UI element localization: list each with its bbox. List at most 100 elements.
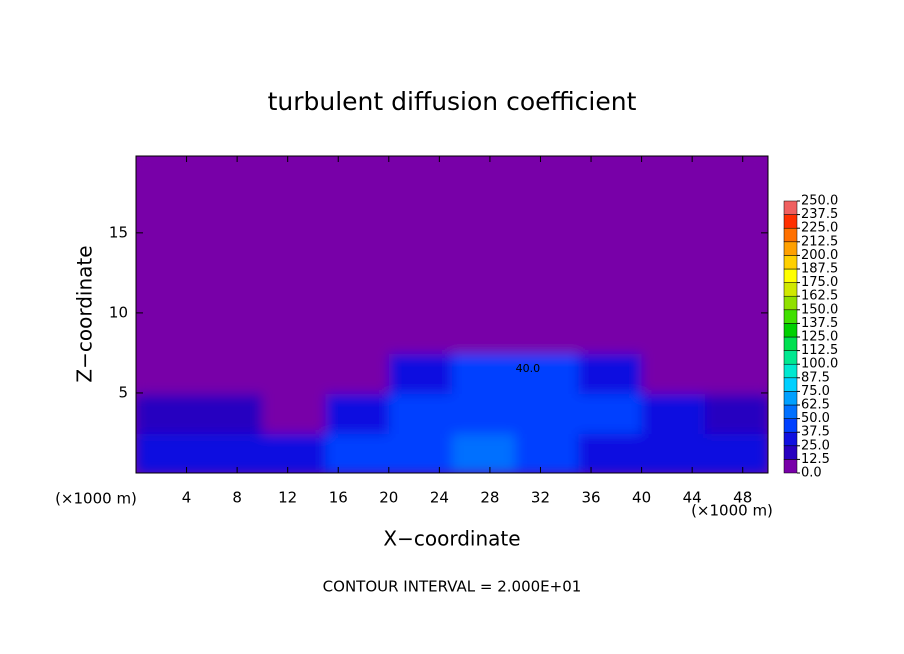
field-cell: [515, 352, 580, 394]
colorbar-swatch: [783, 241, 798, 256]
field-cell: [262, 392, 327, 434]
field-cell: [578, 156, 643, 194]
footnote: CONTOUR INTERVAL = 2.000E+01: [323, 578, 582, 596]
field-cell: [199, 232, 264, 274]
x-tick-label: 20: [379, 489, 398, 507]
colorbar-swatch: [783, 200, 798, 215]
field-cell: [578, 192, 643, 234]
field-cell: [325, 392, 390, 434]
field-cell: [704, 312, 768, 354]
field: [136, 156, 768, 473]
field-cell: [199, 352, 264, 394]
x-tick-label: 32: [531, 489, 550, 507]
x-tick-label: 44: [683, 489, 702, 507]
colorbar-label: 225.0: [801, 221, 838, 236]
chart-title: turbulent diffusion coefficient: [268, 87, 637, 116]
colorbar-swatch: [783, 391, 798, 406]
field-cell: [641, 232, 706, 274]
colorbar-label: 25.0: [801, 438, 830, 453]
field-cell: [136, 192, 201, 234]
y-tick-label: 5: [118, 383, 128, 401]
colorbar-label: 212.5: [801, 234, 838, 249]
field-cell: [136, 352, 201, 394]
colorbar-swatch: [783, 309, 798, 324]
x-tick-label: 4: [182, 489, 192, 507]
colorbar-swatch: [783, 445, 798, 460]
field-cell: [388, 156, 453, 194]
field-cell: [452, 392, 517, 434]
field-cell: [262, 232, 327, 274]
x-unit: (×1000 m): [55, 490, 137, 508]
field-cell: [199, 432, 264, 473]
field-cell: [578, 312, 643, 354]
colorbar-label: 250.0: [801, 194, 838, 209]
x-unit: (×1000 m): [691, 502, 773, 520]
field-cell: [388, 272, 453, 314]
colorbar-label: 150.0: [801, 302, 838, 317]
x-tick-label: 28: [480, 489, 499, 507]
field-cell: [136, 432, 201, 473]
field-cell: [262, 312, 327, 354]
x-tick-label: 48: [733, 489, 752, 507]
y-axis-label: Z−coordinate: [73, 245, 97, 382]
field-cell: [704, 392, 768, 434]
cells: [136, 156, 768, 473]
x-tick-label: 40: [632, 489, 651, 507]
colorbar-swatch: [783, 268, 798, 283]
x-tick-label: 8: [232, 489, 242, 507]
x-axis-label: X−coordinate: [383, 527, 520, 551]
field-cell: [199, 272, 264, 314]
field-cell: [199, 312, 264, 354]
x-tick-label: 24: [430, 489, 449, 507]
field-cell: [452, 272, 517, 314]
field-cell: [515, 156, 580, 194]
field-cell: [515, 392, 580, 434]
field-cell: [641, 432, 706, 473]
field-cell: [704, 272, 768, 314]
colorbar-swatch: [783, 323, 798, 338]
x-tick-label: 16: [329, 489, 348, 507]
colorbar-swatch: [783, 350, 798, 365]
x-tick-label: 12: [278, 489, 297, 507]
field-cell: [641, 192, 706, 234]
field-cell: [515, 192, 580, 234]
colorbar-label: 62.5: [801, 398, 830, 413]
colorbar-swatch: [783, 459, 798, 474]
field-cell: [452, 232, 517, 274]
colorbar-label: 137.5: [801, 316, 838, 331]
field-cell: [325, 432, 390, 473]
y-tick-label: 10: [109, 303, 128, 321]
field-cell: [388, 232, 453, 274]
field-cell: [136, 272, 201, 314]
field-cell: [452, 432, 517, 473]
colorbar-label: 12.5: [801, 452, 830, 467]
field-cell: [136, 156, 201, 194]
field-cell: [578, 392, 643, 434]
colorbar-label: 100.0: [801, 357, 838, 372]
colorbar-swatch: [783, 214, 798, 229]
field-cell: [641, 392, 706, 434]
field-cell: [262, 272, 327, 314]
field-cell: [325, 156, 390, 194]
colorbar-swatch: [783, 404, 798, 419]
colorbar-swatch: [783, 377, 798, 392]
field-cell: [325, 192, 390, 234]
colorbar-label: 125.0: [801, 330, 838, 345]
colorbar-label: 75.0: [801, 384, 830, 399]
field-cell: [641, 352, 706, 394]
field-cell: [515, 272, 580, 314]
field-cell: [704, 352, 768, 394]
field-cell: [704, 156, 768, 194]
y-tick-label: 15: [109, 223, 128, 241]
colorbar-swatch: [783, 227, 798, 243]
colorbar-label: 187.5: [801, 262, 838, 277]
field-cell: [262, 156, 327, 194]
field-cell: [136, 392, 201, 434]
field-cell: [578, 352, 643, 394]
field-cell: [578, 272, 643, 314]
colorbar-swatch: [783, 282, 798, 297]
field-cell: [452, 156, 517, 194]
field-cell: [388, 392, 453, 434]
colorbar-swatch: [783, 255, 798, 270]
